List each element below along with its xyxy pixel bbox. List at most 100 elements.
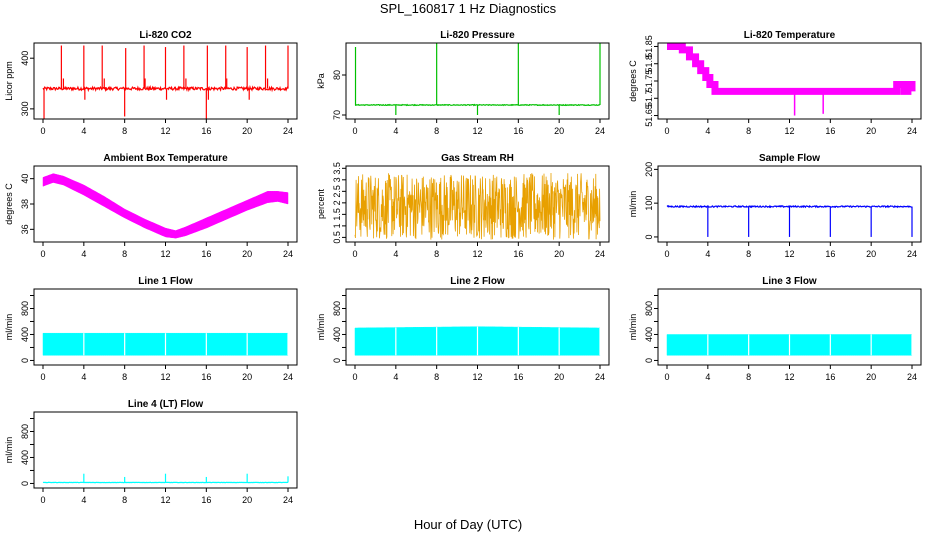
y-axis-label: degrees C bbox=[4, 183, 14, 225]
x-tick-label: 0 bbox=[40, 126, 45, 136]
panel-title: Li-820 Pressure bbox=[440, 30, 515, 41]
chart-panel-4: Gas Stream RH 0 4 8 12 16 20 24 0.5 1 1.5 2 2.5 3 3.5 p… bbox=[316, 153, 610, 259]
y-tick-label: 3.5 bbox=[332, 162, 342, 175]
x-tick-label: 24 bbox=[907, 372, 917, 382]
panel-title: Sample Flow bbox=[759, 153, 820, 164]
x-tick-label: 24 bbox=[595, 372, 605, 382]
x-tick-label: 8 bbox=[434, 126, 439, 136]
y-tick-label: 80 bbox=[332, 70, 342, 80]
x-tick-label: 0 bbox=[664, 372, 669, 382]
x-tick-label: 8 bbox=[746, 372, 751, 382]
series-5 bbox=[666, 204, 913, 237]
panel-title: Line 2 Flow bbox=[450, 276, 505, 287]
y-tick-label: 2.5 bbox=[332, 185, 342, 198]
panel-title: Li-820 Temperature bbox=[744, 30, 836, 41]
x-tick-label: 20 bbox=[866, 249, 876, 259]
x-tick-label: 4 bbox=[81, 126, 86, 136]
y-tick-label: 51.7 bbox=[644, 90, 654, 108]
y-axis-label: degrees C bbox=[628, 60, 638, 102]
series-3 bbox=[42, 173, 289, 239]
x-tick-label: 12 bbox=[784, 249, 794, 259]
page-title: SPL_160817 1 Hz Diagnostics bbox=[379, 1, 557, 16]
x-tick-label: 4 bbox=[705, 126, 710, 136]
y-axis-label: ml/min bbox=[628, 314, 638, 341]
y-tick-label: 0.5 bbox=[332, 231, 342, 244]
chart-panel-7: Line 2 Flow 0 4 8 12 16 20 24 0 400 800 ml/min bbox=[316, 276, 610, 382]
chart-panel-9: Line 4 (LT) Flow 0 4 8 12 16 20 24 0 400 800 ml/min bbox=[4, 399, 298, 505]
x-tick-label: 8 bbox=[122, 495, 127, 505]
y-axis-label: ml/min bbox=[316, 314, 326, 341]
x-tick-label: 0 bbox=[664, 126, 669, 136]
y-tick-label: 3 bbox=[332, 177, 342, 182]
chart-panel-3: Ambient Box Temperature 0 4 8 12 16 20 24 36 38 40… bbox=[4, 153, 298, 259]
y-axis-label: Licor ppm bbox=[4, 61, 14, 101]
y-tick-label: 36 bbox=[20, 224, 30, 234]
y-tick-label: 40 bbox=[20, 174, 30, 184]
x-tick-label: 4 bbox=[81, 495, 86, 505]
x-tick-label: 12 bbox=[784, 126, 794, 136]
y-tick-label: 51.85 bbox=[644, 35, 654, 58]
x-tick-label: 20 bbox=[554, 249, 564, 259]
series-7 bbox=[354, 326, 601, 356]
y-axis-label: ml/min bbox=[628, 191, 638, 218]
x-tick-label: 12 bbox=[160, 495, 170, 505]
x-tick-label: 8 bbox=[434, 249, 439, 259]
x-tick-label: 16 bbox=[825, 249, 835, 259]
series-1 bbox=[354, 43, 601, 115]
x-tick-label: 24 bbox=[283, 372, 293, 382]
panel-title: Ambient Box Temperature bbox=[103, 153, 228, 164]
x-tick-label: 8 bbox=[122, 249, 127, 259]
x-tick-label: 12 bbox=[472, 126, 482, 136]
x-tick-label: 8 bbox=[746, 126, 751, 136]
panel-title: Line 4 (LT) Flow bbox=[128, 399, 204, 410]
x-tick-label: 0 bbox=[40, 249, 45, 259]
x-tick-label: 20 bbox=[242, 372, 252, 382]
y-axis-label: ml/min bbox=[4, 437, 14, 464]
x-tick-label: 20 bbox=[242, 126, 252, 136]
x-tick-label: 24 bbox=[907, 249, 917, 259]
series-line bbox=[354, 103, 601, 107]
x-tick-label: 20 bbox=[554, 126, 564, 136]
y-tick-label: 0 bbox=[20, 481, 30, 486]
panel-title: Gas Stream RH bbox=[441, 153, 514, 164]
y-tick-label: 400 bbox=[20, 51, 30, 66]
y-tick-label: 800 bbox=[644, 301, 654, 316]
x-tick-label: 16 bbox=[513, 126, 523, 136]
x-tick-label: 16 bbox=[201, 495, 211, 505]
x-tick-label: 20 bbox=[866, 126, 876, 136]
y-tick-label: 800 bbox=[332, 301, 342, 316]
x-tick-label: 24 bbox=[283, 126, 293, 136]
y-tick-label: 51.75 bbox=[644, 70, 654, 93]
y-axis-label: ml/min bbox=[4, 314, 14, 341]
x-tick-label: 12 bbox=[472, 372, 482, 382]
x-tick-label: 16 bbox=[201, 126, 211, 136]
series-line bbox=[354, 172, 601, 240]
x-tick-label: 16 bbox=[201, 372, 211, 382]
x-tick-label: 16 bbox=[513, 372, 523, 382]
series-line bbox=[667, 43, 916, 95]
x-tick-label: 16 bbox=[825, 372, 835, 382]
x-tick-label: 4 bbox=[81, 249, 86, 259]
chart-panel-6: Line 1 Flow 0 4 8 12 16 20 24 0 400 800 ml/min bbox=[4, 276, 298, 382]
x-tick-label: 0 bbox=[664, 249, 669, 259]
y-tick-label: 400 bbox=[644, 327, 654, 342]
y-tick-label: 200 bbox=[644, 162, 654, 177]
panel-title: Line 3 Flow bbox=[762, 276, 817, 287]
chart-panel-5: Sample Flow 0 4 8 12 16 20 24 0 100 200 ml/min bbox=[628, 153, 922, 259]
x-tick-label: 8 bbox=[122, 372, 127, 382]
x-tick-label: 4 bbox=[705, 249, 710, 259]
x-tick-label: 24 bbox=[595, 249, 605, 259]
x-tick-label: 24 bbox=[283, 249, 293, 259]
y-tick-label: 400 bbox=[332, 327, 342, 342]
y-tick-label: 400 bbox=[20, 327, 30, 342]
x-tick-label: 24 bbox=[907, 126, 917, 136]
y-tick-label: 300 bbox=[20, 101, 30, 116]
series-0 bbox=[42, 45, 289, 119]
y-tick-label: 100 bbox=[644, 196, 654, 211]
chart-panel-0: Li-820 CO2 0 4 8 12 16 20 24 300 400 Licor ppm bbox=[4, 30, 298, 136]
x-tick-label: 12 bbox=[784, 372, 794, 382]
chart-panel-1: Li-820 Pressure 0 4 8 12 16 20 24 70 80 kPa bbox=[316, 30, 610, 136]
panel-title: Line 1 Flow bbox=[138, 276, 193, 287]
